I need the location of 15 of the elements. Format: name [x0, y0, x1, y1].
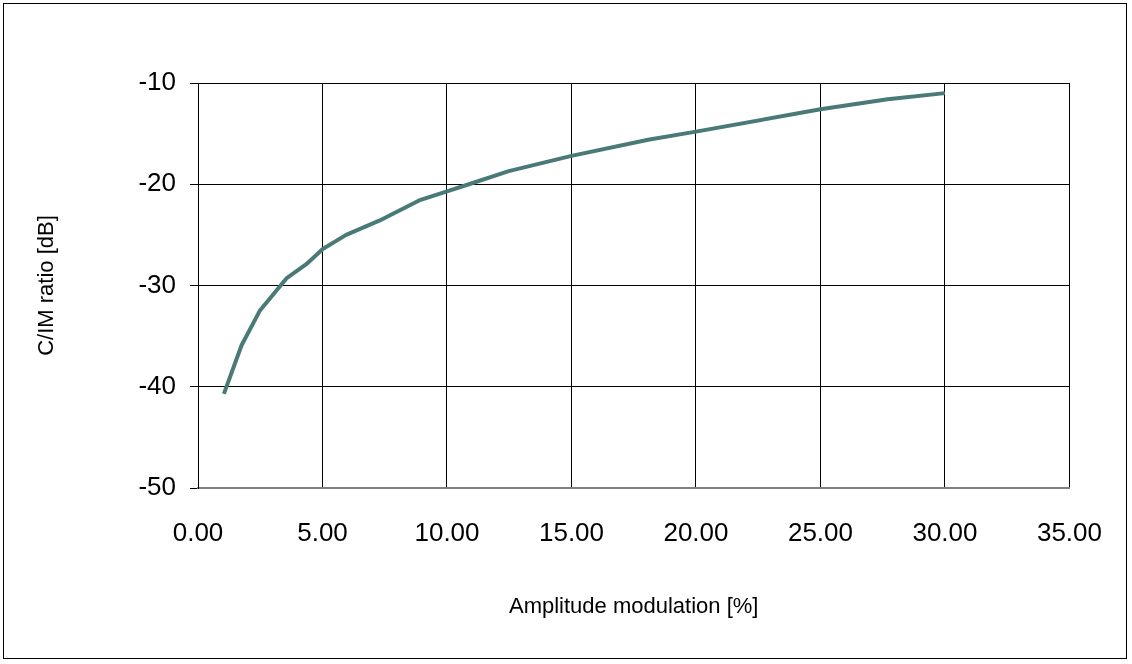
y-tick-label: -40: [138, 369, 176, 400]
x-axis-title: Amplitude modulation [%]: [509, 592, 759, 618]
x-tick-label: 30.00: [912, 516, 978, 547]
y-tick-label: -10: [138, 66, 176, 97]
y-axis-title: C/IM ratio [dB]: [33, 215, 59, 356]
x-tick-label: 20.00: [663, 516, 729, 547]
x-tick-label: 25.00: [787, 516, 854, 547]
y-tick-label: -30: [138, 268, 176, 299]
x-tick-label: 10.00: [414, 516, 480, 547]
y-tick-label: -20: [138, 167, 176, 198]
y-tick-label: -50: [138, 471, 176, 502]
x-tick-label: 35.00: [1036, 516, 1103, 547]
x-tick-label: 15.00: [538, 516, 605, 547]
x-tick-label: 5.00: [297, 516, 348, 547]
x-tick-label: 0.00: [172, 516, 224, 547]
